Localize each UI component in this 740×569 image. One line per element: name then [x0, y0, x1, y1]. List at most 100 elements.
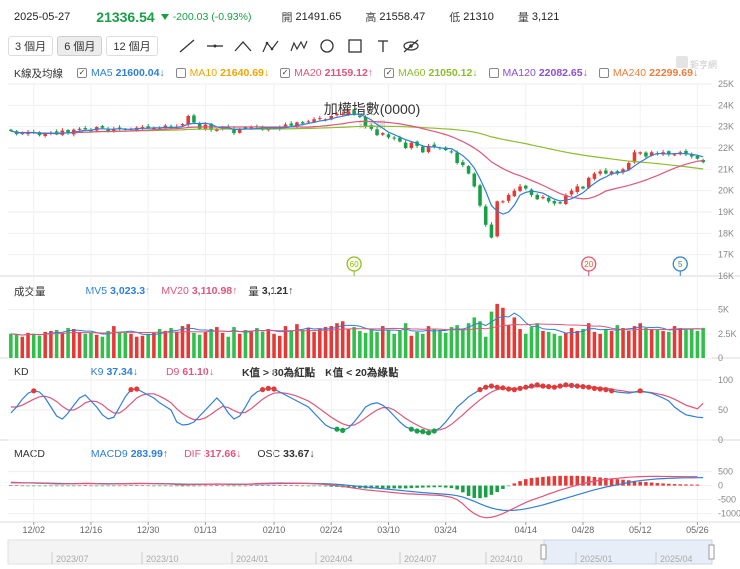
volume-bar: [186, 324, 190, 358]
candle: [609, 171, 614, 175]
candle: [31, 132, 36, 134]
pattern-abc-icon[interactable]: [260, 36, 282, 56]
candles: [9, 109, 705, 239]
osc-bar: [632, 481, 637, 486]
ma20-checkbox[interactable]: ✓: [280, 68, 291, 78]
osc-bar: [541, 476, 545, 486]
osc-bar: [455, 485, 459, 490]
legend-ma20[interactable]: ✓ MA20 21159.12 ↑: [280, 67, 373, 79]
osc-bar: [403, 485, 408, 489]
x-tick-label: 03/10: [377, 525, 400, 535]
candle: [461, 162, 465, 166]
volume-bar: [72, 329, 76, 358]
down-triangle-icon: [160, 14, 169, 20]
volume-bar: [489, 311, 494, 358]
ma240-checkbox[interactable]: [598, 68, 609, 78]
volume-bar: [123, 332, 128, 358]
vol-arrow: ↑: [288, 285, 294, 297]
volume-bar: [684, 329, 688, 358]
x-tick-label: 04/28: [572, 525, 595, 535]
osc-bar: [37, 485, 42, 487]
x-tick-label: 12/02: [22, 525, 45, 535]
angle-tool-icon[interactable]: [232, 36, 254, 56]
candle: [501, 201, 505, 203]
toolbar: 3 個月 6 個月 12 個月: [0, 34, 740, 58]
ma5-checkbox[interactable]: ✓: [77, 68, 88, 78]
candle: [146, 126, 150, 129]
osc-bar: [655, 483, 660, 486]
volume-bar: [152, 332, 156, 358]
candle: [9, 129, 13, 131]
dif-line: [10, 475, 698, 519]
kd-red-dot: [483, 384, 489, 390]
candle: [89, 130, 93, 132]
line-tool-icon[interactable]: [176, 36, 198, 56]
osc-bar: [186, 485, 190, 487]
candle: [37, 132, 42, 136]
volume-bar: [392, 333, 396, 358]
ma120-checkbox[interactable]: [488, 68, 499, 78]
legend-ma10[interactable]: MA10 21640.69 ↓: [175, 67, 269, 79]
osc-bar: [123, 485, 128, 487]
volume-bar: [592, 331, 597, 358]
navigator[interactable]: 2023/07 2023/10 2024/01 2024/04 2024/07 2024/…: [7, 539, 715, 565]
volume-bar: [380, 326, 385, 358]
kd-red-dot: [506, 386, 512, 392]
legend-ma5[interactable]: ✓ MA5 21600.04 ↓: [77, 67, 165, 79]
volume-bar: [100, 336, 105, 358]
volume-bar: [283, 326, 288, 358]
osc-bar: [415, 485, 419, 488]
candle: [506, 194, 511, 201]
ma-lines: [10, 113, 704, 215]
legend-ma60[interactable]: ✓ MA60 21050.12 ↓: [384, 67, 478, 79]
ma5-value: 21600.04: [115, 67, 160, 79]
osc-bar: [100, 485, 105, 487]
navigator-label: 2024/04: [320, 554, 353, 564]
volume-bar: [552, 333, 557, 358]
navigator-label: 2024/01: [236, 554, 269, 564]
kd-red-dot: [500, 385, 506, 391]
candle: [701, 159, 705, 163]
candle: [106, 128, 110, 132]
kd-note-green: K值 < 20為綠點: [325, 366, 399, 379]
candle: [323, 119, 328, 121]
period-12m-button[interactable]: 12 個月: [106, 36, 158, 56]
kd-legend-title: KD: [14, 366, 29, 378]
candle: [466, 166, 471, 174]
pattern-wave-icon[interactable]: [288, 36, 310, 56]
candle: [163, 125, 168, 128]
price-tick-label: 20K: [718, 186, 734, 196]
volume-bar: [346, 329, 351, 358]
ma60-checkbox[interactable]: ✓: [384, 68, 395, 78]
horizontal-line-icon[interactable]: [204, 36, 226, 56]
osc-bar: [363, 485, 368, 489]
period-6m-button[interactable]: 6 個月: [57, 36, 103, 56]
candle: [558, 202, 562, 204]
osc-bar: [380, 485, 385, 489]
candle: [483, 206, 488, 225]
osc-bar: [649, 482, 654, 486]
osc-bar: [495, 485, 499, 493]
candle: [569, 190, 574, 195]
navigator-label: 2024/07: [404, 554, 437, 564]
candle: [255, 126, 259, 128]
legend-ma120[interactable]: MA120 22082.65 ↓: [488, 67, 588, 79]
osc-bar: [203, 485, 208, 487]
rectangle-tool-icon[interactable]: [344, 36, 366, 56]
ma-marker-label: 5: [678, 260, 683, 269]
ma10-checkbox[interactable]: [175, 68, 186, 78]
circle-tool-icon[interactable]: [316, 36, 338, 56]
osc-bar: [192, 485, 196, 487]
volume-tick-label: 5K: [718, 305, 729, 315]
osc-bar: [237, 485, 242, 487]
period-3m-button[interactable]: 3 個月: [8, 36, 54, 56]
text-tool-icon[interactable]: [372, 36, 394, 56]
osc-bar: [255, 485, 259, 486]
legend-ma240[interactable]: MA240 22299.69 ↓: [598, 67, 698, 79]
kd-red-dot: [563, 382, 569, 388]
volume-bar: [312, 331, 316, 358]
osc-bar: [449, 485, 454, 489]
hide-eye-icon[interactable]: [400, 36, 422, 56]
volume-bar: [478, 321, 482, 358]
candle: [335, 113, 339, 116]
